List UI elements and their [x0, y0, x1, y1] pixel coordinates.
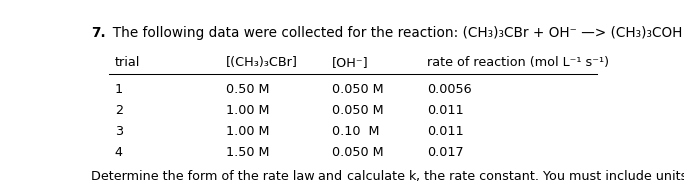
Text: 4: 4: [115, 146, 122, 159]
Text: trial: trial: [115, 56, 140, 69]
Text: The following data were collected for the reaction: (CH₃)₃CBr + OH⁻ —> (CH₃)₃COH: The following data were collected for th…: [104, 26, 684, 40]
Text: 0.050 M: 0.050 M: [332, 83, 384, 96]
Text: [OH⁻]: [OH⁻]: [332, 56, 369, 69]
Text: Determine the form of the rate law: Determine the form of the rate law: [91, 170, 315, 183]
Text: 1.00 M: 1.00 M: [226, 104, 269, 117]
Text: 0.10  M: 0.10 M: [332, 125, 380, 138]
Text: 0.050 M: 0.050 M: [332, 104, 384, 117]
Text: 7.: 7.: [91, 26, 105, 40]
Text: rate of reaction (mol L⁻¹ s⁻¹): rate of reaction (mol L⁻¹ s⁻¹): [428, 56, 609, 69]
Text: 0.011: 0.011: [428, 104, 464, 117]
Text: and: and: [315, 170, 347, 183]
Text: 1: 1: [115, 83, 123, 96]
Text: 1.00 M: 1.00 M: [226, 125, 269, 138]
Text: , the rate constant. You must include units with your: , the rate constant. You must include un…: [416, 170, 684, 183]
Text: [(CH₃)₃CBr]: [(CH₃)₃CBr]: [226, 56, 298, 69]
Text: 0.050 M: 0.050 M: [332, 146, 384, 159]
Text: 0.017: 0.017: [428, 146, 464, 159]
Text: 0.50 M: 0.50 M: [226, 83, 269, 96]
Text: calculate k: calculate k: [347, 170, 416, 183]
Text: 0.0056: 0.0056: [428, 83, 472, 96]
Text: 1.50 M: 1.50 M: [226, 146, 269, 159]
Text: 3: 3: [115, 125, 123, 138]
Text: 2: 2: [115, 104, 122, 117]
Text: 0.011: 0.011: [428, 125, 464, 138]
